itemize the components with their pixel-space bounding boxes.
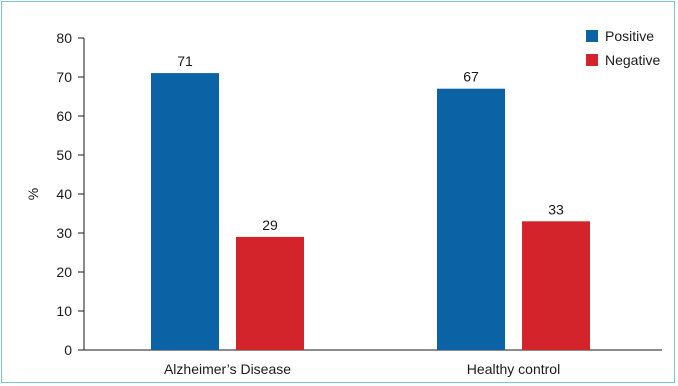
- y-tick-label: 80: [56, 30, 72, 46]
- bar-positive-1: [151, 73, 219, 350]
- data-label: 33: [548, 201, 564, 217]
- y-tick-label: 10: [56, 303, 72, 319]
- y-tick-label: 20: [56, 264, 72, 280]
- x-tick-label: Alzheimer’s Disease: [164, 361, 291, 377]
- bar-positive-2: [437, 88, 505, 350]
- y-tick-label: 30: [56, 225, 72, 241]
- y-axis-label: %: [25, 188, 41, 200]
- legend-swatch-negative: [586, 54, 598, 66]
- y-tick-label: 0: [64, 342, 72, 358]
- data-label: 67: [463, 69, 479, 85]
- legend-label-positive: Positive: [605, 28, 654, 44]
- y-tick-label: 70: [56, 69, 72, 85]
- legend-label-negative: Negative: [605, 52, 660, 68]
- data-label: 29: [262, 217, 278, 233]
- bar-negative-2: [522, 221, 590, 350]
- legend-swatch-positive: [586, 30, 598, 42]
- data-label: 71: [177, 53, 193, 69]
- y-tick-label: 40: [56, 186, 72, 202]
- bars: [151, 73, 590, 350]
- legend: Positive Negative: [586, 28, 660, 68]
- bar-negative-1: [236, 236, 304, 350]
- x-tick-label: Healthy control: [467, 361, 560, 377]
- y-tick-label: 60: [56, 108, 72, 124]
- data-labels: 71 29 67 33: [177, 53, 564, 233]
- y-tick-label: 50: [56, 147, 72, 163]
